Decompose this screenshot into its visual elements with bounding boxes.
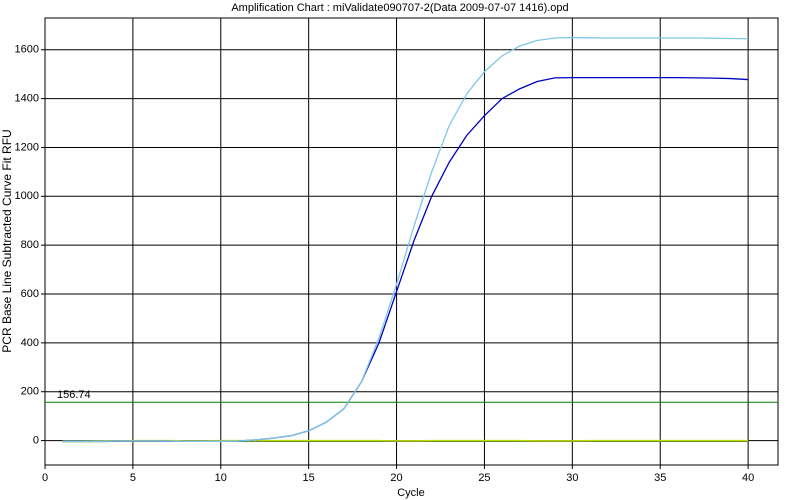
data-line (62, 36, 749, 442)
x-tick-label: 10 (215, 472, 227, 484)
y-tick-label: 1000 (15, 190, 39, 202)
y-tick-label: 200 (21, 386, 39, 398)
y-tick-label: 0 (33, 434, 39, 446)
x-tick-label: 25 (478, 472, 490, 484)
x-tick-label: 5 (130, 472, 136, 484)
y-tick-label: 1400 (15, 93, 39, 105)
y-axis-label: PCR Base Line Subtracted Curve Fit RFU (0, 129, 14, 352)
plot-area (44, 17, 779, 466)
y-tick-label: 400 (21, 337, 39, 349)
y-tick-label: 1600 (15, 44, 39, 56)
y-tick-label: 600 (21, 288, 39, 300)
x-tick-label: 35 (654, 472, 666, 484)
y-tick-label: 1200 (15, 141, 39, 153)
x-tick-label: 0 (42, 472, 48, 484)
chart-title: Amplification Chart : miValidate090707-2… (231, 2, 568, 14)
x-tick-label: 40 (742, 472, 754, 484)
x-tick-label: 20 (390, 472, 402, 484)
x-tick-label: 15 (303, 472, 315, 484)
y-tick-label: 800 (21, 239, 39, 251)
threshold-label: 156.74 (57, 389, 91, 401)
x-tick-label: 30 (566, 472, 578, 484)
x-axis-label: Cycle (397, 487, 425, 499)
